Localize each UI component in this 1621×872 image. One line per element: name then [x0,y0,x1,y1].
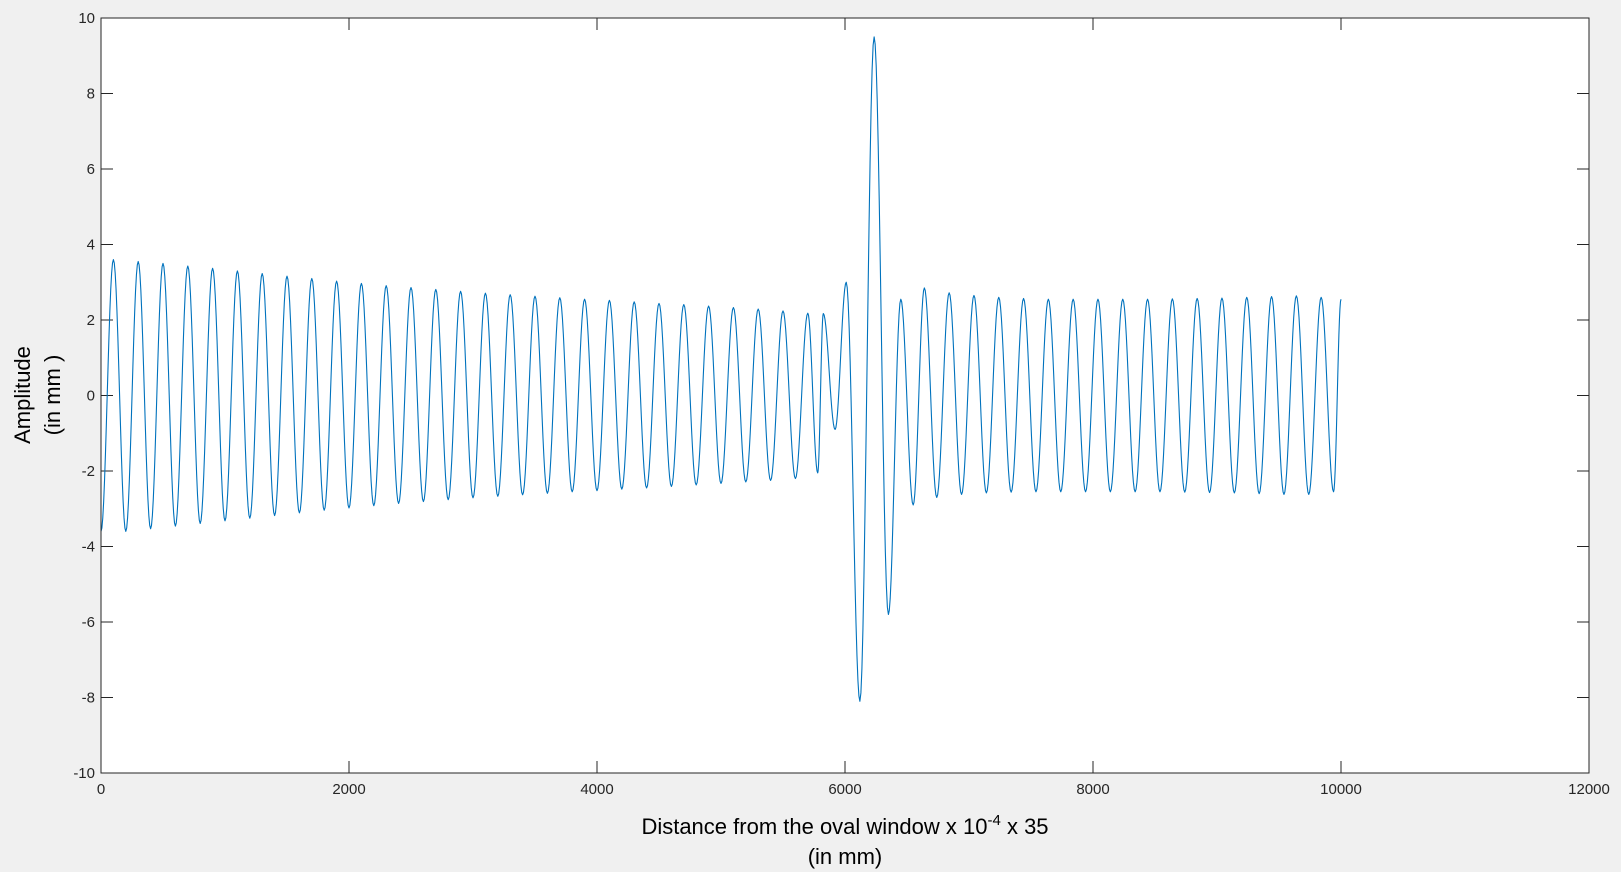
y-tick-label: 0 [87,388,95,405]
plot-area [101,18,1589,773]
y-tick-labels: -10 -8 -6 -4 -2 0 2 4 6 8 10 [73,10,95,782]
x-axis-label-units: (in mm) [808,844,883,869]
x-axis-label-prefix: Distance from the oval window x 10 [641,814,987,839]
y-axis-label-units: (in mm ) [40,355,65,436]
x-tick-label: 2000 [332,781,365,798]
y-tick-label: -10 [73,765,95,782]
y-tick-label: -8 [82,690,95,707]
series-line-amplitude [100,36,1342,702]
x-tick-label: 12000 [1568,781,1610,798]
y-tick-label: 6 [87,161,95,178]
x-axis-label-exponent: -4 [988,812,1001,829]
x-axis-label: Distance from the oval window x 10-4 x 3… [641,812,1048,839]
x-tick-label: 0 [97,781,105,798]
x-tick-label: 4000 [580,781,613,798]
y-tick-label: -6 [82,614,95,631]
y-tick-label: 8 [87,86,95,103]
x-tick-labels: 0 2000 4000 6000 8000 10000 12000 [97,781,1610,798]
y-axis-label: Amplitude [10,346,35,444]
x-tick-label: 8000 [1076,781,1109,798]
axes-box [100,17,1590,774]
y-tick-label: 4 [87,237,95,254]
x-axis-label-suffix: x 35 [1001,814,1049,839]
plot-axes[interactable]: 0 2000 4000 6000 8000 10000 12000 -10 -8 -6 -4 -2 0… [73,10,1610,798]
y-tick-label: -4 [82,539,95,556]
y-tick-label: -2 [82,463,95,480]
x-tick-label: 10000 [1320,781,1362,798]
y-tick-label: 10 [78,10,95,27]
y-tick-label: 2 [87,312,95,329]
x-tick-label: 6000 [828,781,861,798]
